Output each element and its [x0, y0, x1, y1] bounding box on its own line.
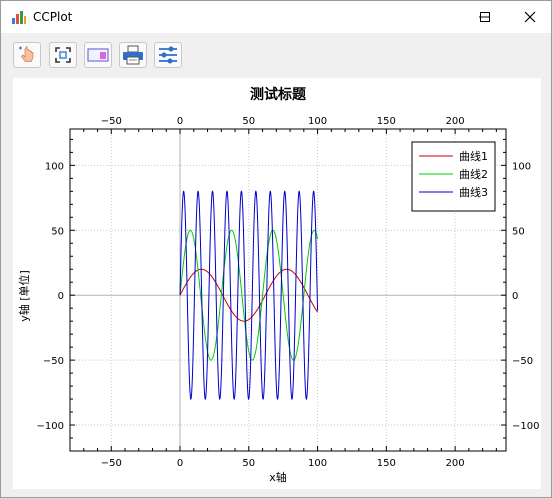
- x-tick-label-bottom: 50: [242, 458, 255, 469]
- x-tick-label-bottom: 100: [308, 458, 327, 469]
- x-tick-label-bottom: 0: [177, 458, 183, 469]
- y-tick-label-right: 100: [512, 161, 531, 172]
- y-tick-label-left: 100: [45, 161, 64, 172]
- app-logo-icon: [11, 9, 27, 25]
- y-tick-label-left: −50: [43, 356, 64, 367]
- plot-area[interactable]: 测试标题 x轴 y轴 [单位] −50 −50 0 0 50 50 100 100 150 150…: [13, 78, 541, 489]
- hand-pointer-icon: [17, 45, 37, 65]
- printer-icon: [122, 45, 144, 65]
- y-axis-label: y轴 [单位]: [17, 270, 31, 322]
- y-tick-label-right: −50: [512, 356, 533, 367]
- x-tick-label-bottom: 200: [446, 458, 465, 469]
- sliders-icon: [157, 45, 179, 65]
- x-tick-label-top: 0: [177, 116, 183, 127]
- x-tick-label-top: 50: [242, 116, 255, 127]
- close-icon: [524, 11, 536, 23]
- x-tick-label-top: −50: [101, 116, 122, 127]
- legend-label-1: 曲线1: [459, 149, 488, 163]
- close-button[interactable]: [507, 1, 553, 33]
- legend-label-2: 曲线2: [459, 167, 488, 181]
- x-tick-label-bottom: −50: [101, 458, 122, 469]
- y-tick-label-left: 0: [58, 291, 64, 302]
- x-tick-label-top: 200: [446, 116, 465, 127]
- y-tick-label-left: −100: [37, 421, 64, 432]
- x-tick-label-bottom: 150: [377, 458, 396, 469]
- chart-svg[interactable]: 测试标题 x轴 y轴 [单位] −50 −50 0 0 50 50 100 100 150 150…: [13, 78, 541, 489]
- pointer-tool-button[interactable]: [13, 42, 41, 68]
- chart-title: 测试标题: [250, 86, 307, 103]
- x-tick-label-top: 100: [308, 116, 327, 127]
- window-title: CCPlot: [33, 9, 72, 25]
- y-tick-label-right: 50: [512, 226, 525, 237]
- x-axis-label: x轴: [269, 470, 287, 484]
- settings-button[interactable]: [154, 42, 182, 68]
- y-tick-label-right: 0: [512, 291, 518, 302]
- y-tick-label-right: −100: [512, 421, 539, 432]
- x-tick-label-top: 150: [377, 116, 396, 127]
- legend: 曲线1 曲线2 曲线3: [412, 142, 495, 211]
- print-button[interactable]: [119, 42, 147, 68]
- fit-view-button[interactable]: [49, 42, 77, 68]
- maximize-icon: [480, 12, 490, 22]
- title-bar[interactable]: CCPlot: [1, 1, 551, 33]
- maximize-button[interactable]: [462, 1, 508, 33]
- toolbar: [1, 33, 551, 77]
- legend-label-3: 曲线3: [459, 185, 488, 199]
- fit-view-icon: [54, 46, 72, 64]
- y-tick-label-left: 50: [51, 226, 64, 237]
- layout-button[interactable]: [84, 42, 112, 68]
- layout-icon: [87, 47, 109, 63]
